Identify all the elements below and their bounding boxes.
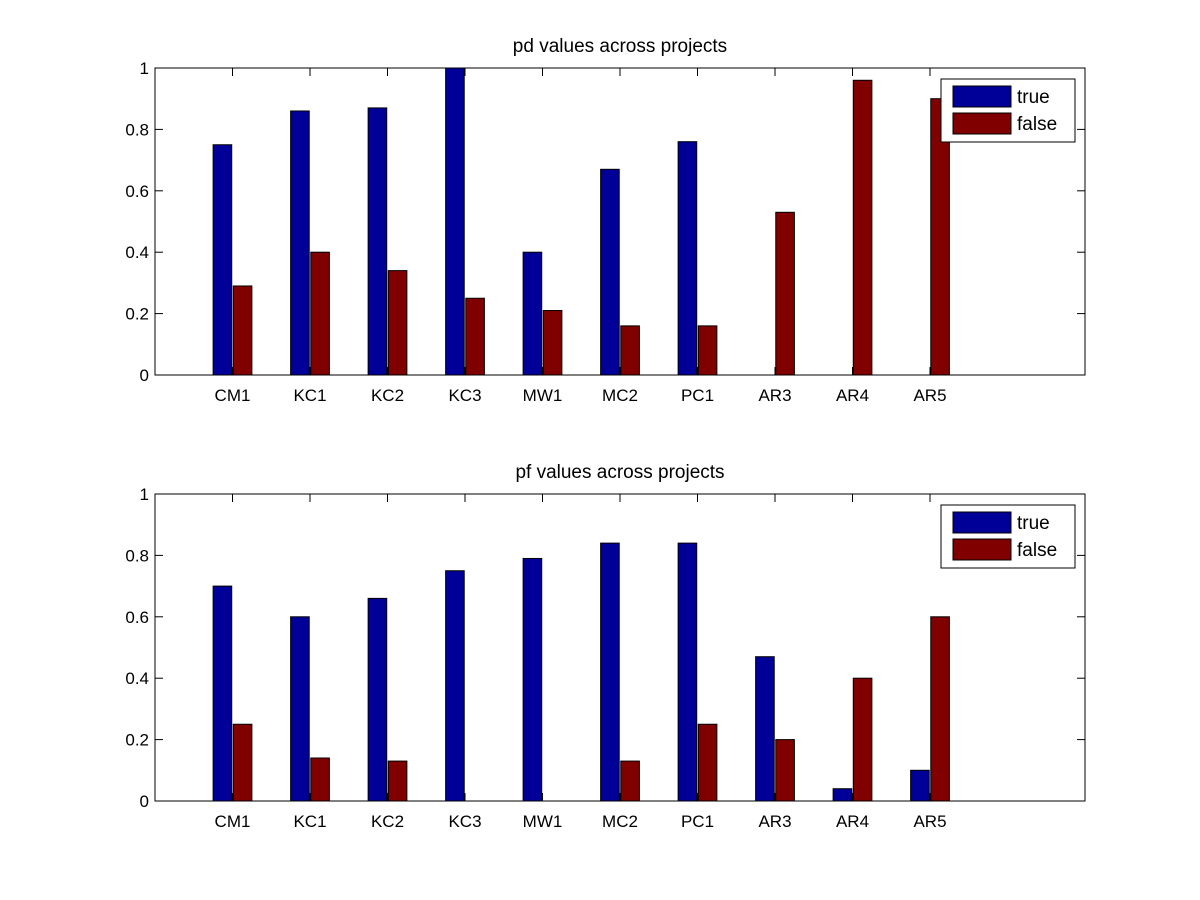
bar-false-mc2 <box>620 325 640 376</box>
x-tick-label: AR5 <box>913 812 946 831</box>
y-tick-label: 0.2 <box>125 731 149 750</box>
x-tick-label: AR4 <box>836 812 869 831</box>
legend-label-true: true <box>1017 87 1050 108</box>
y-tick-label: 0.8 <box>125 546 149 565</box>
bar-false-ar3 <box>775 211 795 376</box>
bar-false-ar5 <box>930 98 950 376</box>
x-tick-label: MW1 <box>523 812 563 831</box>
bar-true-kc2 <box>367 107 388 376</box>
y-tick-label: 0.6 <box>125 182 149 201</box>
bar-false-mc2 <box>620 760 640 802</box>
bar-true-mc2 <box>600 542 620 802</box>
bar-true-mw1 <box>522 251 543 376</box>
legend-label-true: true <box>1017 513 1050 534</box>
axes-box <box>154 493 1086 802</box>
x-tick-label: AR3 <box>758 812 791 831</box>
bar-false-pc1 <box>697 325 718 376</box>
bar-true-mw1 <box>522 557 543 802</box>
x-tick-label: KC2 <box>371 812 404 831</box>
legend-swatch-true <box>952 511 1012 534</box>
x-tick-label: MC2 <box>602 812 638 831</box>
bar-false-kc2 <box>387 270 408 376</box>
bar-false-cm1 <box>232 285 253 376</box>
chart-title: pf values across projects <box>515 462 724 483</box>
bar-false-ar5 <box>930 616 950 802</box>
x-tick-label: MC2 <box>602 386 638 405</box>
bar-true-kc3 <box>445 570 465 802</box>
y-tick-label: 0.8 <box>125 120 149 139</box>
bar-true-pc1 <box>677 542 698 802</box>
bar-false-kc3 <box>465 297 485 376</box>
chart-panel-1: pd values across projects 0 0.2 0.4 0.6 0.8 1 C… <box>125 36 1086 405</box>
bar-true-pc1 <box>677 141 698 376</box>
bar-true-kc3 <box>445 67 465 376</box>
y-tick-label: 1 <box>140 485 149 504</box>
x-tick-label: PC1 <box>681 812 714 831</box>
x-tick-label: KC2 <box>371 386 404 405</box>
legend-swatch-false <box>952 112 1012 135</box>
x-tick-label: KC3 <box>448 812 481 831</box>
x-tick-label: AR4 <box>836 386 869 405</box>
y-tick-label: 0 <box>140 366 149 385</box>
x-tick-label: PC1 <box>681 386 714 405</box>
bar-true-kc1 <box>290 110 310 376</box>
bar-true-kc2 <box>367 597 388 802</box>
legend-swatch-true <box>952 85 1012 108</box>
bar-true-mc2 <box>600 168 620 376</box>
bar-false-ar4 <box>852 677 873 802</box>
x-tick-label: KC1 <box>293 812 326 831</box>
y-tick-label: 0 <box>140 792 149 811</box>
y-tick-label: 0.2 <box>125 305 149 324</box>
bar-false-kc2 <box>387 760 408 802</box>
bar-false-mw1 <box>542 310 563 376</box>
y-tick-label: 1 <box>140 59 149 78</box>
bar-false-kc1 <box>310 251 330 376</box>
bar-true-ar3 <box>755 656 775 802</box>
x-tick-label: CM1 <box>215 812 251 831</box>
x-tick-label: KC3 <box>448 386 481 405</box>
x-tick-label: AR3 <box>758 386 791 405</box>
bar-true-kc1 <box>290 616 310 802</box>
y-tick-label: 0.6 <box>125 608 149 627</box>
x-tick-label: MW1 <box>523 386 563 405</box>
bar-true-cm1 <box>212 144 233 376</box>
bar-false-ar4 <box>852 79 873 376</box>
legend-swatch-false <box>952 538 1012 561</box>
chart-panel-2: pf values across projects 0 0.2 0.4 0.6 0.8 1 C… <box>125 462 1086 831</box>
axes-box <box>154 67 1086 376</box>
bar-true-cm1 <box>212 585 233 802</box>
x-tick-label: KC1 <box>293 386 326 405</box>
legend: true false <box>940 78 1076 143</box>
legend-label-false: false <box>1017 540 1057 561</box>
bar-false-kc1 <box>310 757 330 802</box>
x-tick-label: AR5 <box>913 386 946 405</box>
y-tick-label: 0.4 <box>125 243 149 262</box>
legend: true false <box>940 504 1076 569</box>
y-tick-label: 0.4 <box>125 669 149 688</box>
bar-false-ar3 <box>775 739 795 802</box>
bar-true-ar5 <box>910 769 930 802</box>
bar-true-ar4 <box>832 788 853 802</box>
chart-title: pd values across projects <box>513 36 727 57</box>
legend-label-false: false <box>1017 114 1057 135</box>
bar-false-pc1 <box>697 723 718 802</box>
bar-false-cm1 <box>232 723 253 802</box>
x-tick-label: CM1 <box>215 386 251 405</box>
